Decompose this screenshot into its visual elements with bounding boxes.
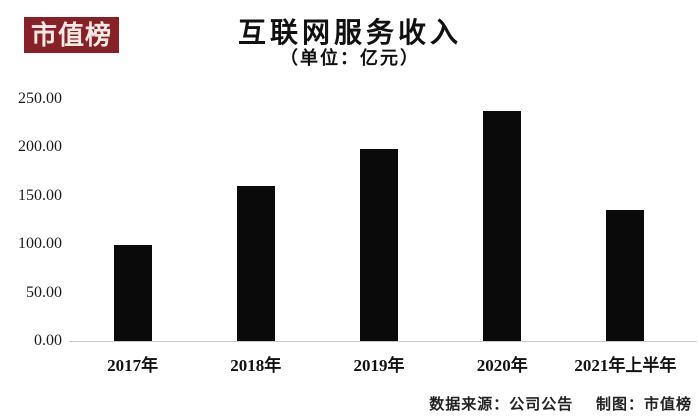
chart-title: 互联网服务收入 <box>237 18 462 49</box>
y-tick-label: 0.00 <box>34 332 62 349</box>
x-axis-line <box>69 341 697 342</box>
y-tick-label: 150.00 <box>18 186 62 204</box>
data-source-label: 数据来源：公司公告 <box>429 397 574 413</box>
y-tick-label: 50.00 <box>26 283 62 301</box>
bar <box>483 110 522 341</box>
y-tick-label: 100.00 <box>18 235 62 253</box>
x-tick-label: 2021年上半年 <box>574 356 677 375</box>
credit-label: 制图：市值榜 <box>595 397 692 413</box>
bar <box>236 186 275 341</box>
y-tick-label: 250.00 <box>18 90 62 107</box>
x-tick-label: 2017年 <box>107 356 159 375</box>
brand-logo: 市值榜 <box>24 17 120 53</box>
bar <box>360 149 398 341</box>
chart-footer: 数据来源：公司公告 制图：市值榜 <box>429 393 692 414</box>
x-tick-label: 2019年 <box>353 356 405 375</box>
bar <box>606 210 645 341</box>
x-tick-label: 2018年 <box>230 356 282 375</box>
bar <box>113 245 152 341</box>
y-tick-label: 200.00 <box>18 138 62 156</box>
x-tick-label: 2020年 <box>476 356 528 375</box>
chart-unit-label: （单位：亿元） <box>280 48 420 68</box>
